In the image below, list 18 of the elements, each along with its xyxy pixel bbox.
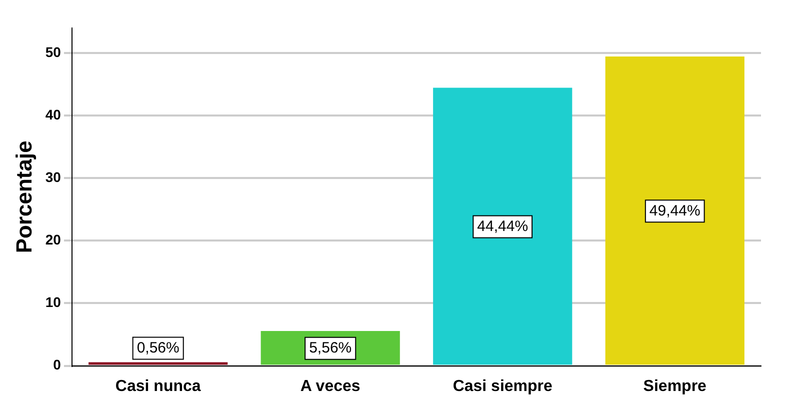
x-tick-label: Siempre: [643, 378, 707, 395]
y-axis-title: Porcentaje: [11, 140, 36, 254]
x-tick-label: Casi nunca: [115, 378, 201, 395]
y-tick-label: 40: [45, 106, 62, 122]
x-tick-label: A veces: [300, 378, 360, 395]
data-label: 0,56%: [136, 339, 180, 356]
data-label: 5,56%: [309, 340, 352, 357]
data-label: 49,44%: [649, 202, 700, 220]
y-tick-label: 0: [53, 356, 62, 373]
y-tick-label: 20: [45, 232, 62, 248]
bar: [433, 88, 572, 365]
x-tick-label: Casi siempre: [452, 378, 553, 395]
bar: [88, 362, 228, 365]
bar: [605, 56, 744, 365]
y-tick-label: 10: [45, 294, 62, 310]
y-tick-label: 50: [45, 44, 62, 60]
y-tick-label: 30: [45, 168, 62, 185]
data-label: 44,44%: [477, 218, 528, 235]
